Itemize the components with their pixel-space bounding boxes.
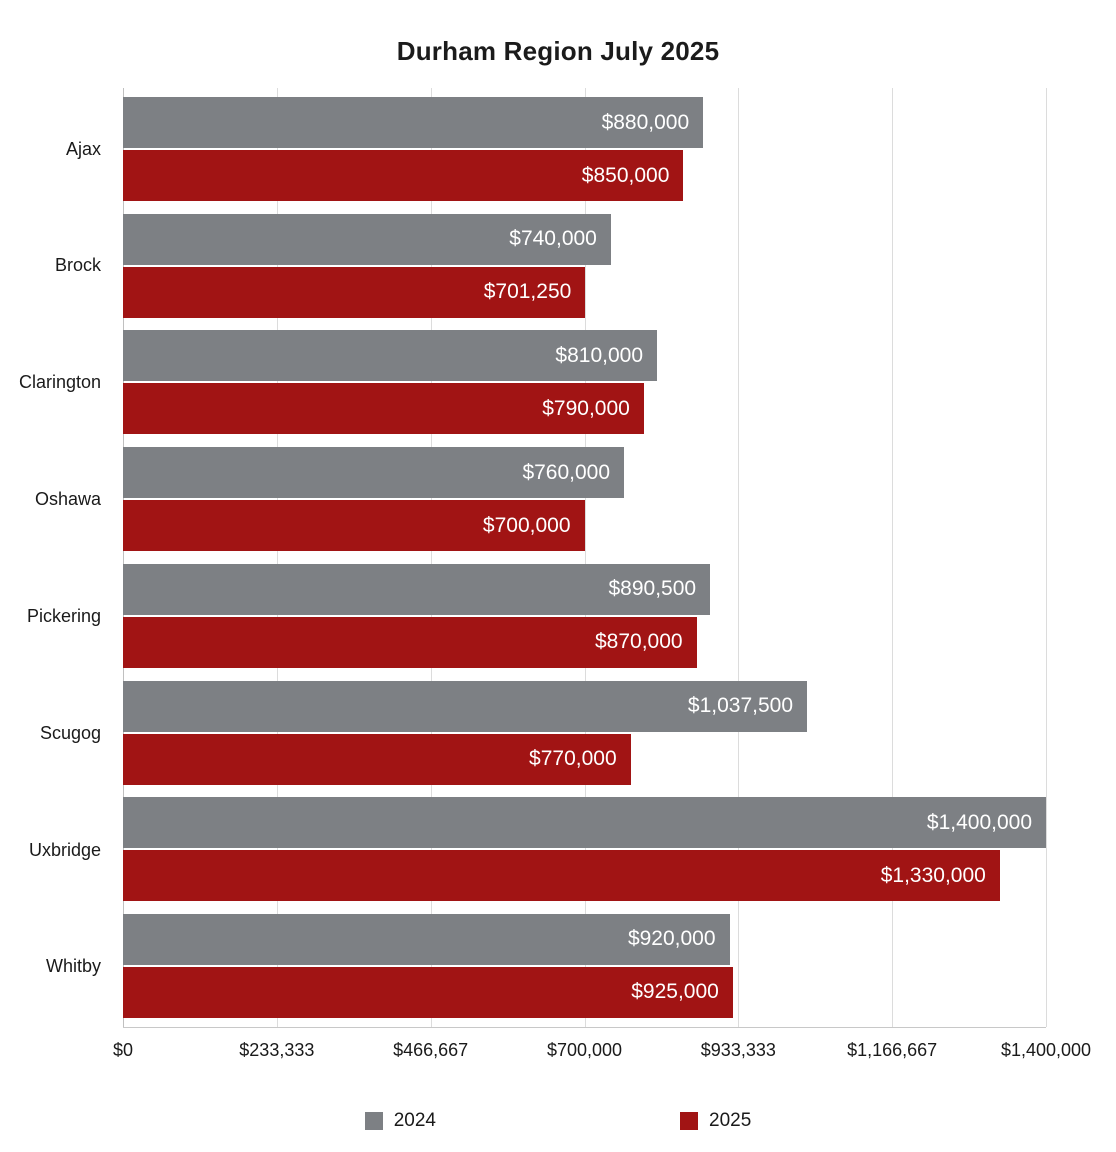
bar-value-label: $1,330,000 xyxy=(880,863,986,887)
gridline xyxy=(276,88,278,1027)
bar-group: $880,000 $850,000 xyxy=(123,97,1046,201)
category-label: Brock xyxy=(54,255,101,276)
x-tick-label: $233,333 xyxy=(239,1040,315,1060)
category-label: Oshawa xyxy=(34,489,101,510)
chart-title: Durham Region July 2025 xyxy=(396,36,720,66)
bar-value-label: $701,250 xyxy=(483,280,572,304)
category-label: Uxbridge xyxy=(28,839,101,860)
bar-2025: $700,000 xyxy=(123,500,585,552)
x-tick-label: $466,667 xyxy=(393,1040,469,1060)
gridline xyxy=(1046,88,1047,1027)
bar-group: $810,000 $790,000 xyxy=(123,330,1046,435)
legend-swatch-2024 xyxy=(364,1112,383,1130)
bar-group: $920,000 $925,000 xyxy=(123,913,1046,1018)
gridline xyxy=(584,88,586,1027)
bar-group: $890,500 $870,000 xyxy=(123,563,1046,668)
legend-item: 2025 xyxy=(680,1110,751,1132)
bar-2024: $760,000 xyxy=(123,447,625,499)
bar-value-label: $1,037,500 xyxy=(687,694,793,718)
bar-value-label: $890,500 xyxy=(608,577,697,601)
chart-body: Ajax Brock Clarington Oshawa Pickering Scugog… xyxy=(0,88,1116,1028)
bar-2024: $1,400,000 xyxy=(123,797,1046,849)
legend: 2024 2025 xyxy=(0,1110,1116,1132)
bar-group: $760,000 $700,000 xyxy=(123,447,1046,552)
bar-value-label: $740,000 xyxy=(509,227,597,251)
legend-item: 2024 xyxy=(364,1110,436,1132)
bar-2025: $790,000 xyxy=(123,383,644,435)
bar-group: $740,000 $701,250 xyxy=(123,213,1046,318)
bar-value-label: $700,000 xyxy=(482,513,571,537)
x-tick-label: $700,000 xyxy=(546,1040,623,1060)
legend-swatch-2025 xyxy=(680,1112,698,1130)
bar-groups: $880,000 $850,000 $740,000 $701,250 $810,000… xyxy=(123,88,1046,1027)
bar-2025: $701,250 xyxy=(123,266,586,318)
x-tick-label: $1,166,667 xyxy=(847,1040,938,1060)
bar-2024: $740,000 xyxy=(123,213,611,265)
bar-value-label: $770,000 xyxy=(529,747,617,771)
bar-value-label: $920,000 xyxy=(627,927,716,951)
bar-2024: $1,037,500 xyxy=(123,680,807,732)
category-label: Whitby xyxy=(45,956,101,977)
bar-value-label: $925,000 xyxy=(631,980,719,1004)
bar-2024: $810,000 xyxy=(123,330,658,382)
y-axis-line xyxy=(123,88,124,1027)
x-tick-label: $0 xyxy=(112,1040,134,1060)
bar-value-label: $850,000 xyxy=(581,163,670,187)
bar-2025: $850,000 xyxy=(123,150,684,201)
category-label: Ajax xyxy=(65,138,101,159)
plot-area: $880,000 $850,000 $740,000 $701,250 $810,000… xyxy=(123,88,1047,1028)
bar-value-label: $760,000 xyxy=(522,460,611,484)
bar-group: $1,037,500 $770,000 xyxy=(123,680,1046,785)
category-label: Pickering xyxy=(26,605,101,626)
gridline xyxy=(892,88,894,1027)
category-axis: Ajax Brock Clarington Oshawa Pickering Scugog… xyxy=(0,88,123,1028)
bar-2024: $890,500 xyxy=(123,563,711,615)
bar-2025: $1,330,000 xyxy=(123,850,1000,902)
legend-label: 2025 xyxy=(709,1110,752,1131)
bar-value-label: $810,000 xyxy=(555,343,644,367)
bar-2025: $925,000 xyxy=(123,966,733,1018)
bar-value-label: $880,000 xyxy=(601,110,690,134)
x-axis: $0 $233,333 $466,667 $700,000 $933,333 $1,166… xyxy=(113,1028,1091,1068)
bar-2024: $920,000 xyxy=(123,913,730,965)
bar-value-label: $1,400,000 xyxy=(926,810,1032,834)
bar-2024: $880,000 xyxy=(123,97,704,148)
x-tick-label: $933,333 xyxy=(700,1040,776,1060)
category-label: Scugog xyxy=(39,722,101,743)
gridline xyxy=(430,88,432,1027)
x-tick-label: $1,400,000 xyxy=(1000,1040,1092,1060)
bar-group: $1,400,000 $1,330,000 xyxy=(123,797,1046,902)
bar-2025: $870,000 xyxy=(123,616,697,668)
bar-2025: $770,000 xyxy=(123,733,631,785)
legend-label: 2024 xyxy=(393,1110,436,1131)
category-label: Clarington xyxy=(18,372,101,393)
bar-value-label: $790,000 xyxy=(542,396,630,420)
gridline xyxy=(738,88,740,1027)
bar-value-label: $870,000 xyxy=(594,630,683,654)
